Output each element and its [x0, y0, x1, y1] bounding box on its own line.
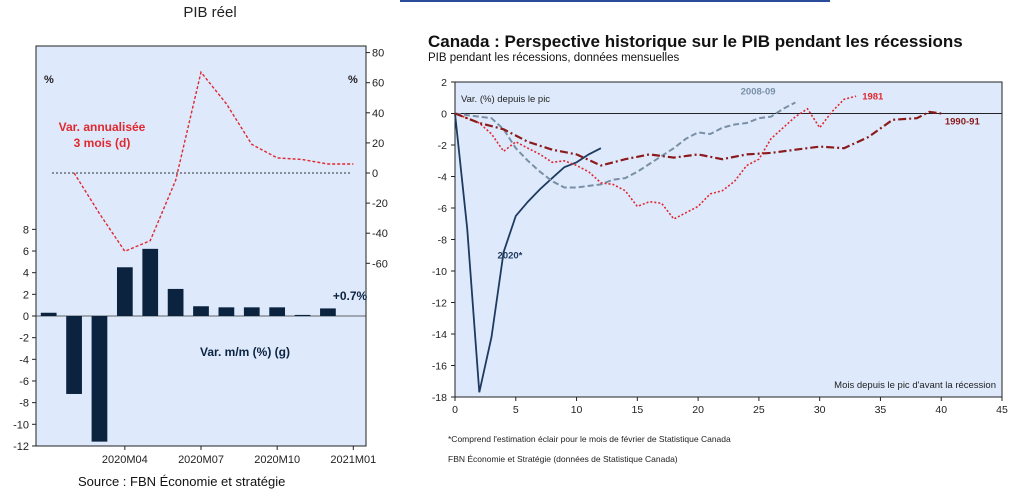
left-axis-tick-label: -12: [13, 441, 29, 453]
left-axis-tick-label: -8: [19, 398, 29, 410]
y-axis-tick-label: -8: [438, 235, 447, 247]
y-axis-tick-label: -18: [432, 392, 447, 404]
left-axis-tick-label: 8: [23, 224, 29, 236]
right-axis-tick-label: 60: [372, 78, 384, 90]
mm-bar: [193, 306, 209, 316]
y-axis-label: Var. (%) depuis le pic: [461, 94, 550, 105]
mm-bar: [294, 314, 311, 316]
y-axis-tick-label: -12: [432, 298, 447, 310]
left-axis-tick-label: -2: [19, 333, 29, 345]
mm-bar: [116, 267, 133, 316]
right-axis-tick-label: 20: [372, 138, 384, 150]
y-axis-tick-label: 0: [441, 109, 447, 121]
left-chart-title: PIB réel: [183, 4, 237, 21]
mm-bar: [243, 307, 260, 316]
last-value-annotation: +0.7%: [333, 289, 368, 303]
x-axis-tick-label: 2020M07: [178, 454, 224, 466]
mm-bar: [91, 316, 108, 442]
y-axis-tick-label: -10: [432, 266, 447, 278]
left-axis-tick-label: 6: [23, 246, 29, 258]
mm-bar: [269, 307, 286, 316]
annualized-series-label: Var. annualisée: [59, 120, 146, 134]
x-axis-tick-label: 30: [814, 404, 826, 416]
x-axis-tick-label: 0: [452, 404, 458, 416]
right-axis-tick-label: -60: [372, 258, 388, 270]
series-label-199091: 1990-91: [945, 117, 981, 128]
y-axis-tick-label: 2: [441, 77, 447, 89]
x-axis-tick-label: 10: [571, 404, 583, 416]
right-axis-unit: %: [348, 74, 358, 86]
series-line-200809: [454, 101, 796, 189]
mm-bar: [320, 308, 336, 316]
y-axis-tick-label: -4: [438, 172, 447, 184]
x-axis-tick-label: 25: [753, 404, 765, 416]
left-axis-tick-label: -10: [13, 419, 29, 431]
series-line-2020: [454, 113, 602, 393]
x-axis-label: Mois depuis le pic d'avant la récession: [834, 380, 996, 391]
mm-bar: [40, 312, 57, 316]
x-axis-tick-label: 2020M04: [102, 454, 148, 466]
series-label-1981: 1981: [862, 91, 884, 102]
right-axis-tick-label: -40: [372, 228, 388, 240]
right-footnote-source: FBN Économie et Stratégie (données de St…: [448, 454, 678, 464]
y-axis-tick-label: -6: [438, 203, 447, 215]
right-footnote-eclair: *Comprend l'estimation éclair pour le mo…: [448, 434, 731, 444]
x-axis-tick-label: 5: [513, 404, 519, 416]
right-axis-tick-label: -20: [372, 198, 388, 210]
left-axis-tick-label: 4: [23, 268, 29, 280]
mm-bar: [218, 307, 235, 316]
mm-bar: [142, 248, 159, 316]
x-axis-tick-label: 15: [631, 404, 643, 416]
x-axis-tick-label: 2020M10: [254, 454, 300, 466]
left-axis-unit: %: [44, 74, 54, 86]
x-axis-tick-label: 20: [692, 404, 704, 416]
x-axis-tick-label: 40: [935, 404, 947, 416]
annualized-3m-line: [73, 70, 354, 253]
left-plot-area: [35, 45, 367, 447]
left-chart-source: Source : FBN Économie et stratégie: [78, 474, 286, 489]
series-label-2020: 2020*: [498, 250, 523, 261]
right-plot-area: [454, 81, 1003, 398]
right-chart: 20-2-4-6-8-10-12-14-16-180 5 10 15 20 25 30 35 4…: [432, 77, 1008, 416]
right-chart-title: Canada : Perspective historique sur le P…: [428, 32, 963, 51]
annualized-series-label-2: 3 mois (d): [74, 136, 131, 150]
top-rule: [400, 0, 830, 2]
x-axis-tick-label: 2021M01: [330, 454, 376, 466]
series-line-199091: [454, 110, 942, 167]
y-axis-tick-label: -2: [438, 140, 447, 152]
left-axis-tick-label: 0: [23, 311, 29, 323]
right-chart-subtitle: PIB pendant les récessions, données mens…: [428, 52, 680, 64]
y-axis-tick-label: -16: [432, 361, 447, 373]
left-axis-tick-label: -6: [19, 376, 29, 388]
mm-bar: [167, 288, 184, 316]
mm-bar: [66, 316, 82, 394]
series-line-1981: [454, 95, 857, 221]
right-axis-tick-label: 80: [372, 48, 384, 60]
right-axis-tick-label: 40: [372, 108, 384, 120]
left-axis-tick-label: 2: [23, 289, 29, 301]
left-axis-tick-label: -4: [19, 354, 29, 366]
right-axis-tick-label: 0: [372, 168, 378, 180]
series-label-200809: 2008-09: [741, 87, 776, 98]
y-axis-tick-label: -14: [432, 329, 447, 341]
x-axis-tick-label: 35: [875, 404, 887, 416]
mm-series-label: Var. m/m (%) (g): [200, 345, 290, 359]
x-axis-tick-label: 45: [996, 404, 1008, 416]
